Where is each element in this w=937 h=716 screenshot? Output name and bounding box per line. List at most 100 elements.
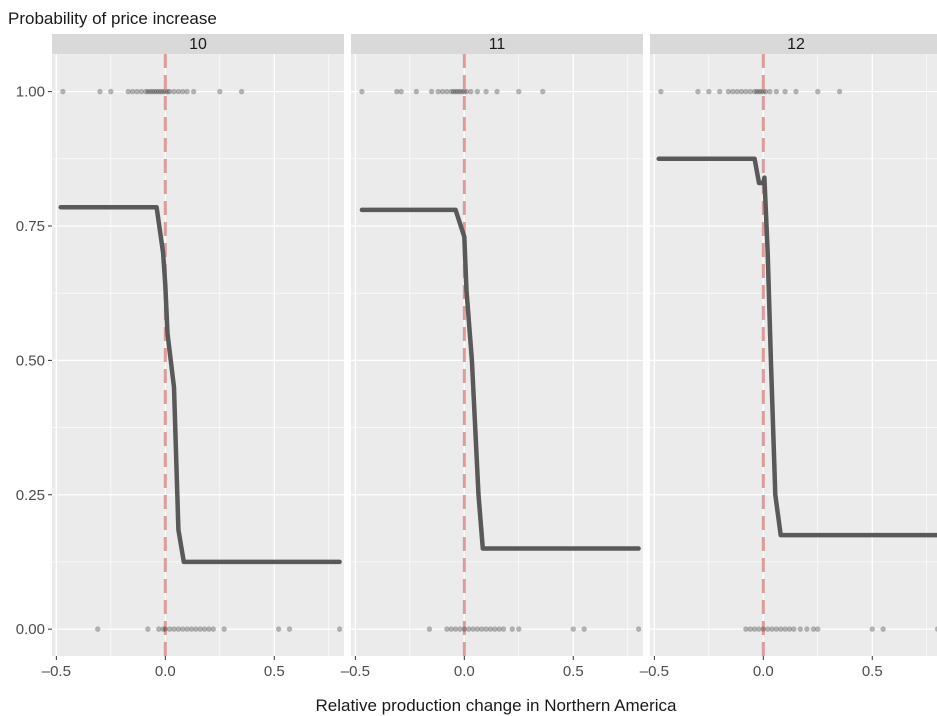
- data-point: [782, 626, 788, 632]
- data-point: [810, 626, 817, 632]
- data-point: [171, 88, 177, 95]
- data-point: [457, 626, 463, 632]
- data-point: [658, 88, 664, 95]
- data-point: [570, 626, 576, 632]
- data-point: [465, 626, 472, 632]
- data-point: [760, 88, 767, 95]
- data-point: [448, 88, 454, 95]
- data-point: [468, 88, 474, 95]
- panel-background: [351, 54, 643, 656]
- data-point: [461, 626, 468, 632]
- data-point: [188, 626, 195, 632]
- data-point: [180, 88, 186, 95]
- x-tick-label: 0.0: [155, 663, 176, 680]
- data-point: [509, 626, 515, 632]
- x-tick-label: 0.5: [264, 663, 285, 680]
- data-point: [743, 88, 749, 95]
- data-point: [206, 626, 212, 632]
- panels: 10 –0.5 0.0 0.5 11 –0.5 0.0 0.5 12 –0.5 0.0 0.5: [42, 34, 937, 680]
- data-point: [581, 626, 587, 632]
- data-point: [145, 88, 151, 95]
- probability-curve: [359, 207, 641, 551]
- data-point: [717, 88, 723, 95]
- facet-strip-label: 10: [189, 36, 207, 53]
- data-point: [134, 88, 140, 95]
- data-point: [97, 88, 103, 95]
- y-tick-label: 0.50: [16, 352, 45, 369]
- data-point: [461, 88, 468, 95]
- data-point: [758, 88, 764, 95]
- y-tick-label: 0.25: [16, 487, 45, 504]
- facet-strip: [52, 34, 344, 54]
- data-point: [756, 88, 762, 95]
- data-point: [156, 88, 162, 95]
- data-point: [448, 626, 454, 632]
- data-point: [160, 88, 166, 95]
- data-point: [540, 88, 546, 95]
- y-axis: 0.00 0.25 0.50 0.75 1.00: [16, 84, 52, 638]
- panel-background: [650, 54, 937, 656]
- data-point: [782, 88, 788, 95]
- data-point: [934, 626, 937, 632]
- data-point: [439, 88, 446, 95]
- facet-strip-label: 12: [787, 36, 805, 53]
- data-point: [413, 88, 420, 95]
- x-tick-label: –0.5: [42, 663, 71, 680]
- data-point: [125, 88, 131, 95]
- data-point: [175, 626, 182, 632]
- data-point: [190, 88, 197, 95]
- data-point: [725, 88, 732, 95]
- data-point: [494, 88, 500, 95]
- x-axis-label: Relative production change in Northern A…: [316, 696, 678, 715]
- facet-panel-11: 11 –0.5 0.0 0.5: [341, 34, 643, 680]
- data-point: [210, 626, 216, 632]
- data-point: [95, 626, 101, 632]
- data-point: [880, 626, 886, 632]
- data-point: [773, 88, 780, 95]
- data-point: [769, 626, 775, 632]
- data-point: [153, 88, 160, 95]
- x-tick-label: 0.5: [862, 663, 883, 680]
- data-point: [764, 626, 771, 632]
- y-axis-label: Probability of price increase: [8, 9, 217, 28]
- x-tick-label: 0.0: [454, 663, 475, 680]
- data-point: [635, 626, 642, 632]
- data-point: [129, 88, 136, 95]
- data-point: [496, 626, 502, 632]
- data-point: [474, 626, 481, 632]
- x-tick-label: 0.0: [753, 663, 774, 680]
- data-point: [815, 88, 821, 95]
- data-point: [760, 626, 767, 632]
- facet-strip-label: 11: [489, 36, 506, 53]
- data-point: [791, 626, 797, 632]
- data-point: [756, 626, 762, 632]
- data-point: [738, 88, 745, 95]
- data-point: [275, 626, 282, 632]
- data-point: [695, 88, 701, 95]
- data-point: [184, 88, 190, 95]
- data-point: [706, 88, 712, 95]
- data-point: [184, 626, 190, 632]
- data-point: [797, 626, 804, 632]
- data-point: [394, 88, 400, 95]
- data-point: [804, 626, 810, 632]
- data-point: [435, 88, 441, 95]
- data-point: [747, 626, 753, 632]
- data-point: [751, 626, 758, 632]
- facet-strip: [650, 34, 937, 54]
- data-point: [747, 88, 753, 95]
- data-point: [166, 88, 173, 95]
- data-point: [156, 626, 162, 632]
- data-point: [793, 88, 799, 95]
- data-point: [138, 88, 145, 95]
- data-point: [166, 626, 173, 632]
- data-point: [479, 626, 485, 632]
- data-point: [201, 626, 208, 632]
- y-tick-label: 1.00: [16, 84, 45, 101]
- data-point: [743, 626, 749, 632]
- data-point: [751, 88, 758, 95]
- data-point: [778, 626, 784, 632]
- data-point: [162, 626, 169, 632]
- data-point: [457, 88, 463, 95]
